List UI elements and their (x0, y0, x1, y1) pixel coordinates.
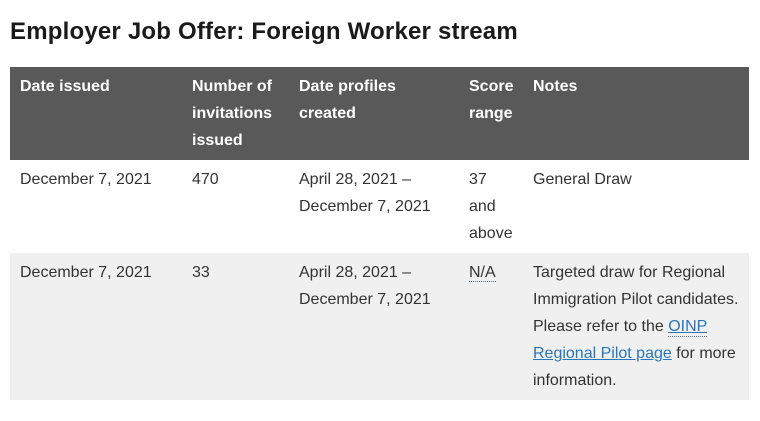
cell-date-profiles-created: April 28, 2021 – December 7, 2021 (299, 264, 431, 308)
cell-date-issued: December 7, 2021 (20, 171, 152, 188)
page: Employer Job Offer: Foreign Worker strea… (10, 18, 749, 400)
column-header-score-range: Score range (459, 67, 523, 160)
notes-text: Targeted draw for Regional Immigration P… (533, 264, 739, 335)
oinp-abbreviation: OINP (668, 318, 708, 337)
link-label: Regional Pilot page (533, 345, 672, 362)
page-title: Employer Job Offer: Foreign Worker strea… (10, 18, 518, 45)
table-row: December 7, 2021 470 April 28, 2021 – De… (10, 160, 749, 253)
table-row: December 7, 2021 33 April 28, 2021 – Dec… (10, 253, 749, 400)
notes-text: for more information. (533, 345, 736, 389)
cell-score-range: N/A (459, 253, 523, 400)
draws-table: Date issued Number of invitations issued… (10, 67, 749, 400)
column-header-invitations-issued: Number of invitations issued (182, 67, 289, 160)
table-header: Date issued Number of invitations issued… (10, 67, 749, 160)
cell-notes: Targeted draw for Regional Immigration P… (523, 253, 749, 400)
cell-score-range: 37 and above (469, 171, 513, 242)
table-header-row: Date issued Number of invitations issued… (10, 67, 749, 160)
na-abbreviation: N/A (469, 264, 496, 282)
cell-notes: General Draw (533, 171, 632, 188)
column-header-date-issued: Date issued (10, 67, 182, 160)
cell-invitations-issued: 33 (192, 264, 210, 281)
oinp-regional-pilot-page-link[interactable]: OINP Regional Pilot page (533, 318, 708, 362)
cell-date-issued: December 7, 2021 (20, 264, 152, 281)
column-header-notes: Notes (523, 67, 749, 160)
cell-invitations-issued: 470 (192, 171, 219, 188)
cell-date-profiles-created: April 28, 2021 – December 7, 2021 (299, 171, 431, 215)
column-header-date-profiles-created: Date profiles created (289, 67, 459, 160)
